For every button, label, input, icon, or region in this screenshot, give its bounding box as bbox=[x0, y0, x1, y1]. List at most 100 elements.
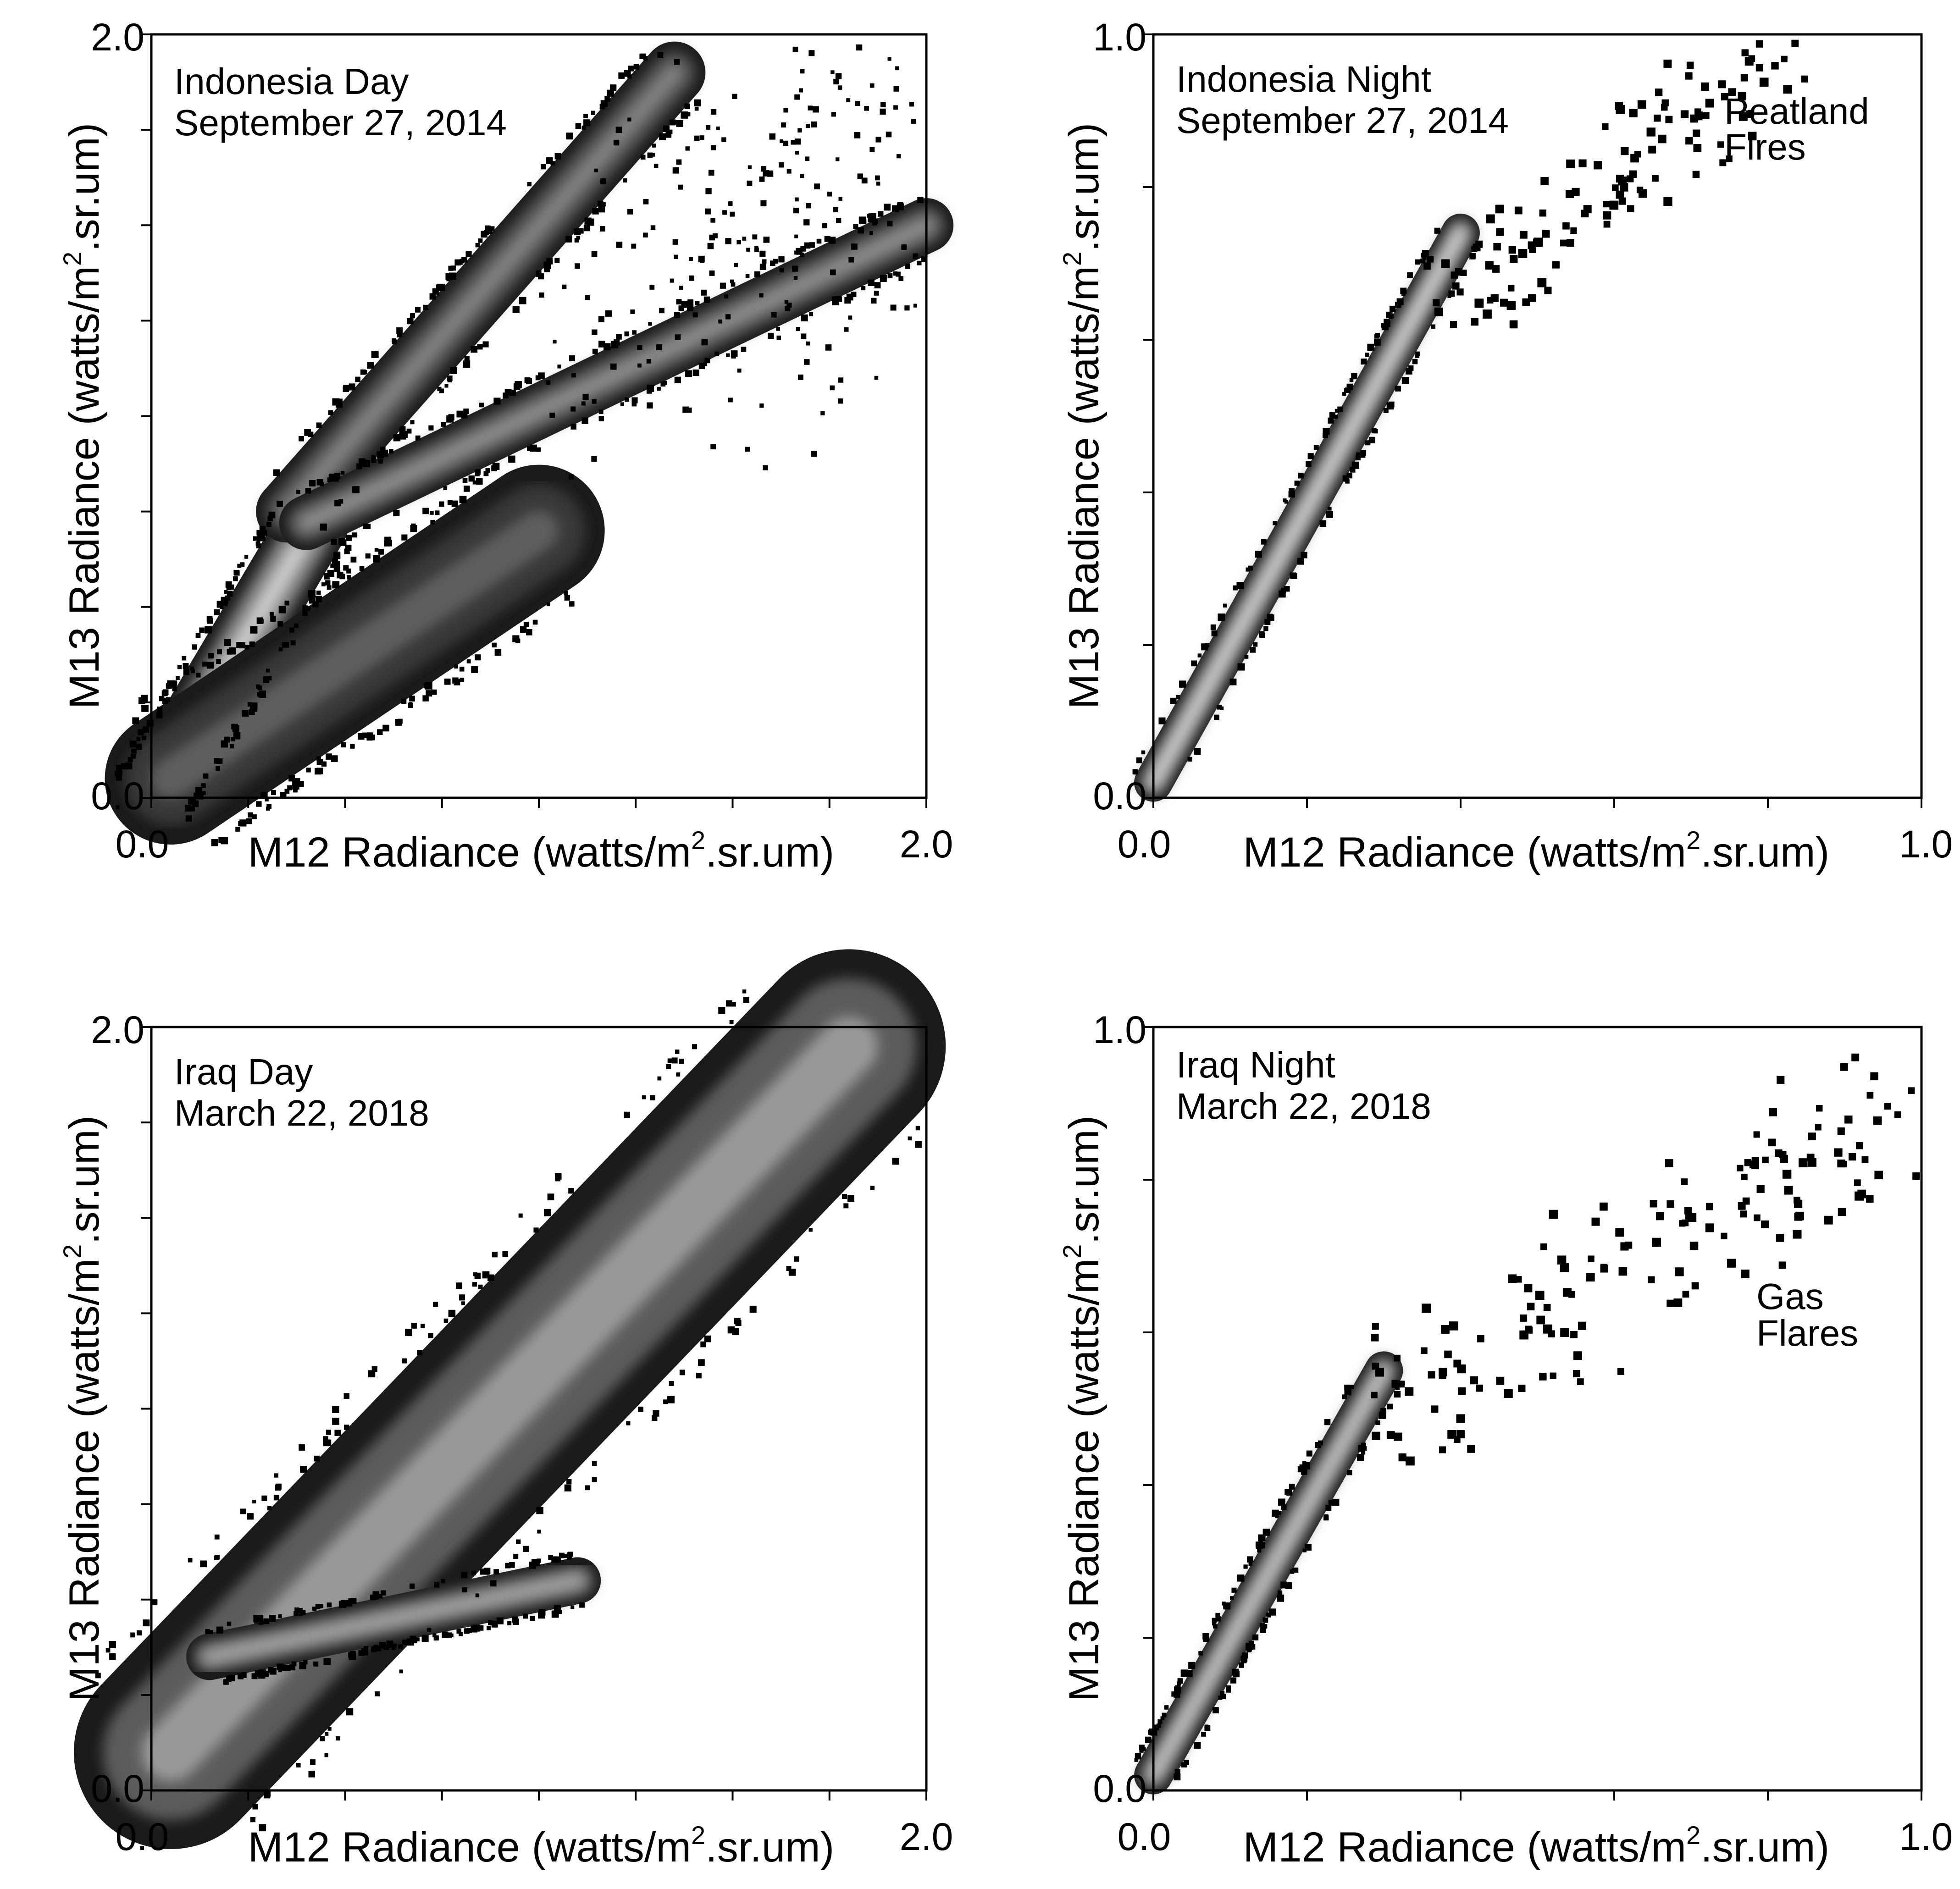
edge-pixel bbox=[478, 238, 483, 243]
edge-pixel bbox=[551, 1557, 557, 1563]
scatter-pixel bbox=[1620, 1242, 1629, 1251]
scatter-pixel bbox=[1600, 1265, 1608, 1273]
edge-pixel bbox=[325, 1732, 329, 1736]
edge-pixel bbox=[1395, 1386, 1400, 1390]
scatter-pixel bbox=[1801, 75, 1809, 83]
edge-pixel bbox=[430, 519, 435, 525]
edge-pixel bbox=[1237, 1574, 1245, 1582]
edge-pixel bbox=[1273, 521, 1277, 525]
edge-pixel bbox=[299, 1662, 307, 1669]
edge-pixel bbox=[273, 1495, 279, 1501]
edge-pixel bbox=[1139, 1745, 1145, 1751]
edge-pixel bbox=[284, 1665, 291, 1671]
edge-pixel bbox=[685, 370, 692, 377]
edge-pixel bbox=[1351, 373, 1357, 380]
axis-ticks bbox=[1143, 1026, 1922, 1801]
edge-pixel bbox=[381, 1590, 386, 1596]
scatter-pixel bbox=[610, 363, 617, 370]
edge-pixel bbox=[735, 1320, 742, 1326]
edge-pixel bbox=[1211, 630, 1218, 636]
scatter-pixel bbox=[886, 131, 892, 138]
scatter-pixel bbox=[1618, 176, 1627, 186]
edge-pixel bbox=[1213, 1707, 1219, 1713]
scatter-pixel bbox=[896, 154, 901, 159]
scatter-pixel bbox=[1652, 175, 1659, 182]
edge-pixel bbox=[1226, 1685, 1231, 1690]
edge-pixel bbox=[166, 683, 172, 689]
edge-pixel bbox=[696, 1373, 702, 1379]
edge-pixel bbox=[287, 785, 293, 790]
scatter-pixel bbox=[600, 226, 606, 232]
scatter-pixel bbox=[1665, 1159, 1673, 1167]
edge-pixel bbox=[1394, 1391, 1401, 1398]
edge-pixel bbox=[462, 478, 468, 483]
edge-pixel bbox=[265, 797, 269, 801]
scatter-pixel bbox=[1680, 110, 1689, 118]
scatter-pixel bbox=[1372, 1362, 1379, 1370]
edge-pixel bbox=[801, 314, 808, 321]
scatter-pixel bbox=[575, 263, 580, 269]
edge-pixel bbox=[1250, 647, 1256, 653]
edge-pixel bbox=[474, 1625, 479, 1630]
edge-pixel bbox=[532, 619, 538, 625]
scatter-pixel bbox=[1509, 320, 1518, 329]
scatter-pixel bbox=[651, 153, 655, 157]
edge-pixel bbox=[512, 1618, 519, 1625]
edge-pixel bbox=[475, 654, 481, 661]
scatter-pixel bbox=[1741, 1270, 1750, 1278]
scatter-pixel bbox=[763, 237, 770, 243]
edge-pixel bbox=[1324, 1419, 1331, 1425]
edge-pixel bbox=[299, 1444, 305, 1451]
edge-pixel bbox=[352, 486, 359, 493]
panel-subtitle: March 22, 2018 bbox=[1176, 1086, 1431, 1127]
edge-pixel bbox=[263, 1618, 270, 1624]
edge-pixel bbox=[278, 1668, 282, 1673]
scatter-pixel bbox=[747, 165, 752, 169]
scatter-pixel bbox=[1646, 127, 1655, 137]
scatter-pixel bbox=[1874, 1171, 1883, 1180]
edge-pixel bbox=[666, 1064, 671, 1069]
edge-pixel bbox=[343, 388, 348, 392]
edge-pixel bbox=[157, 709, 162, 713]
edge-pixel bbox=[321, 582, 326, 586]
scatter-pixel bbox=[1855, 1142, 1863, 1149]
scatter-pixel bbox=[1423, 262, 1431, 270]
edge-pixel bbox=[321, 761, 327, 767]
edge-pixel bbox=[256, 543, 261, 548]
panel-subtitle: September 27, 2014 bbox=[174, 102, 507, 143]
edge-pixel bbox=[426, 690, 432, 697]
scatter-pixel bbox=[562, 284, 567, 289]
scatter-pixel bbox=[1391, 1380, 1400, 1388]
edge-pixel bbox=[1325, 1505, 1332, 1511]
scatter-pixel bbox=[1476, 1384, 1484, 1392]
scatter-pixel bbox=[674, 254, 678, 260]
scatter-pixel bbox=[837, 85, 842, 90]
scatter-pixel bbox=[1884, 1103, 1891, 1110]
edge-pixel bbox=[166, 697, 171, 702]
scatter-pixel bbox=[722, 210, 727, 215]
edge-pixel bbox=[1226, 1688, 1231, 1693]
edge-pixel bbox=[421, 1324, 425, 1328]
edge-pixel bbox=[224, 590, 228, 594]
scatter-pixel bbox=[1908, 1087, 1915, 1094]
edge-pixel bbox=[642, 1095, 646, 1099]
edge-pixel bbox=[464, 486, 470, 492]
outlier-pixels bbox=[1134, 1053, 1920, 1781]
edge-pixel bbox=[676, 1072, 681, 1077]
edge-pixel bbox=[393, 509, 400, 517]
edge-pixel bbox=[183, 669, 189, 675]
scatter-pixel bbox=[1458, 1387, 1466, 1395]
edge-pixel bbox=[456, 1282, 463, 1289]
edge-pixel bbox=[479, 403, 484, 408]
scatter-pixel bbox=[707, 243, 714, 249]
edge-pixel bbox=[280, 1664, 285, 1669]
scatter-pixel bbox=[1741, 49, 1749, 56]
scatter-pixel bbox=[1441, 259, 1450, 268]
edge-pixel bbox=[564, 595, 570, 601]
scatter-pixel bbox=[1603, 211, 1611, 220]
edge-pixel bbox=[446, 277, 450, 282]
edge-pixel bbox=[328, 410, 333, 415]
edge-pixel bbox=[327, 1727, 332, 1731]
edge-pixel bbox=[1389, 305, 1396, 312]
scatter-pixel bbox=[827, 192, 832, 197]
